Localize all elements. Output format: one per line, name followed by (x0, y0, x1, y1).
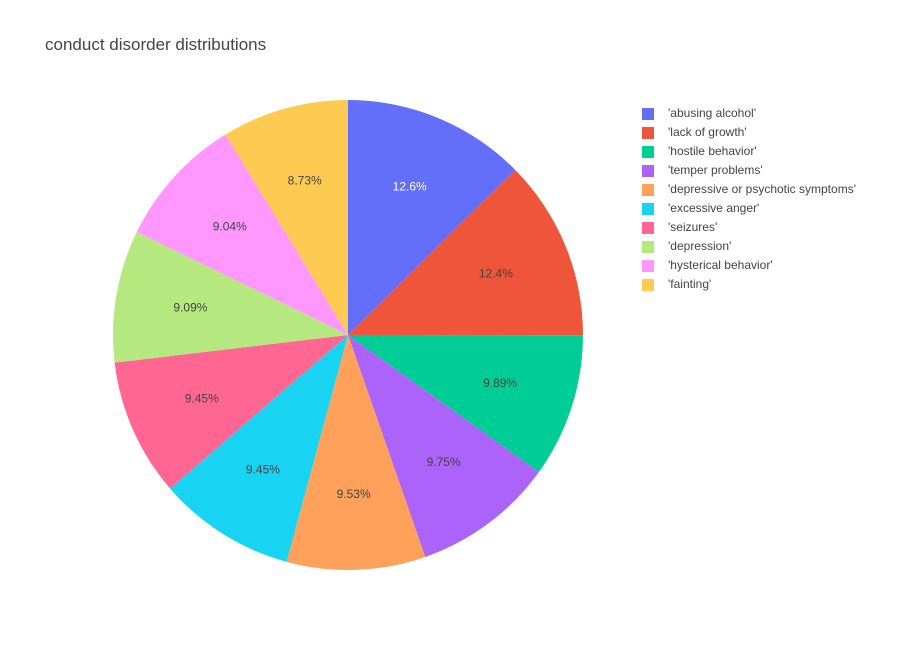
slice-percent-label: 12.4% (479, 267, 513, 281)
legend-swatch (642, 146, 654, 158)
pie-slice[interactable] (113, 232, 349, 363)
legend-swatch (642, 222, 654, 234)
legend-item[interactable]: 'excessive anger' (642, 201, 759, 215)
pie-slice[interactable] (348, 335, 583, 473)
slice-percent-label: 9.89% (483, 376, 517, 390)
legend-label: 'depressive or psychotic symptoms' (668, 182, 856, 196)
legend-item[interactable]: 'hysterical behavior' (642, 258, 773, 272)
legend-item[interactable]: 'depressive or psychotic symptoms' (642, 182, 856, 196)
chart-title: conduct disorder distributions (45, 35, 266, 54)
legend-swatch (642, 279, 654, 291)
pie-slice-labels: 12.6% 12.4% 9.89% 9.75% 9.53% 9.45% 9.45% 9.09%… (173, 173, 517, 501)
slice-percent-label: 9.75% (427, 455, 461, 469)
legend-swatch (642, 184, 654, 196)
pie-slice[interactable] (348, 335, 539, 557)
legend-swatch (642, 165, 654, 177)
legend-label: 'depression' (668, 239, 731, 253)
slice-percent-label: 9.45% (246, 462, 280, 476)
legend-item[interactable]: 'temper problems' (642, 163, 763, 177)
legend-swatch (642, 127, 654, 139)
legend-item[interactable]: 'depression' (642, 239, 731, 253)
slice-percent-label: 12.6% (393, 180, 427, 194)
slice-percent-label: 9.04% (213, 220, 247, 234)
legend-swatch (642, 203, 654, 215)
legend-item[interactable]: 'abusing alcohol' (642, 106, 756, 120)
legend-label: 'hysterical behavior' (668, 258, 773, 272)
pie-slice[interactable] (286, 335, 426, 570)
legend-item[interactable]: 'fainting' (642, 277, 711, 291)
slice-percent-label: 8.73% (288, 173, 322, 187)
pie-slice[interactable] (225, 100, 348, 335)
slice-percent-label: 9.45% (185, 392, 219, 406)
pie-slice[interactable] (348, 169, 583, 336)
pie-slice[interactable] (170, 335, 348, 562)
legend: 'abusing alcohol' 'lack of growth' 'hostil… (642, 106, 856, 291)
legend-label: 'fainting' (668, 277, 711, 291)
slice-percent-label: 9.09% (173, 300, 207, 314)
legend-item[interactable]: 'hostile behavior' (642, 144, 757, 158)
legend-item[interactable]: 'seizures' (642, 220, 717, 234)
legend-label: 'temper problems' (668, 163, 763, 177)
pie-slice[interactable] (348, 100, 516, 335)
legend-swatch (642, 108, 654, 120)
legend-label: 'seizures' (668, 220, 717, 234)
pie-slice[interactable] (136, 134, 348, 335)
pie-slice[interactable] (114, 335, 348, 489)
legend-label: 'excessive anger' (668, 201, 759, 215)
legend-label: 'lack of growth' (668, 125, 747, 139)
slice-percent-label: 9.53% (337, 487, 371, 501)
legend-label: 'abusing alcohol' (668, 106, 756, 120)
legend-swatch (642, 260, 654, 272)
legend-item[interactable]: 'lack of growth' (642, 125, 747, 139)
legend-label: 'hostile behavior' (668, 144, 757, 158)
pie-slices (113, 100, 583, 570)
legend-swatch (642, 241, 654, 253)
